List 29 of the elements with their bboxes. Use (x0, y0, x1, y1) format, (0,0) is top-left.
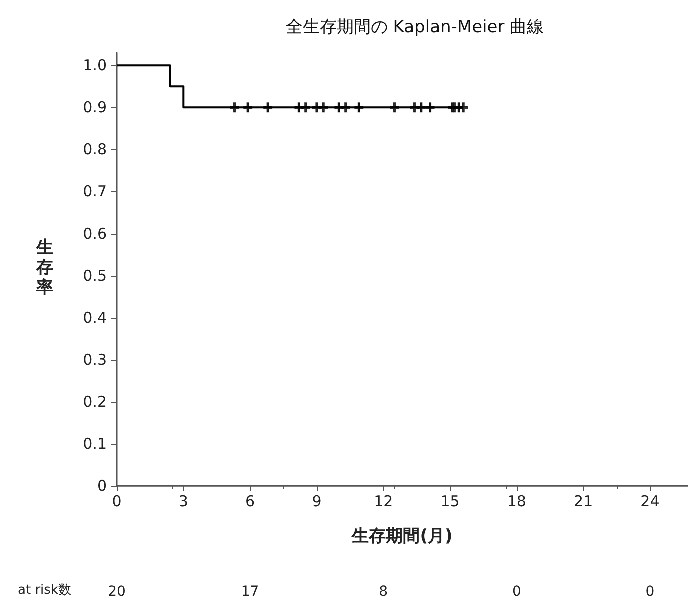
y-tick-label: 0 (97, 477, 107, 495)
text: at risk数 (18, 583, 72, 598)
x-tick-label: 24 (640, 492, 660, 510)
y-tick-label: 0.9 (83, 98, 107, 117)
x-tick-label: 15 (440, 492, 460, 510)
y-tick-label: 0.4 (83, 308, 107, 327)
x-tick-label: 12 (374, 492, 394, 510)
y-tick-label: 0.3 (83, 350, 107, 369)
text: 8 (379, 584, 388, 600)
x-tick-label: 18 (507, 492, 526, 510)
y-tick-label: 0.1 (83, 434, 107, 453)
y-tick-label: 0.8 (83, 140, 107, 159)
x-tick-label: 9 (312, 492, 322, 510)
x-tick-label: 6 (246, 492, 256, 510)
x-axis-title: 生存期間(月) (351, 526, 453, 546)
y-tick-label: 0.5 (83, 266, 107, 285)
y-tick-label: 0.2 (83, 392, 107, 411)
text: 0 (646, 584, 655, 600)
y-axis-title: 生存率 (36, 238, 54, 298)
x-tick-label: 21 (574, 492, 594, 510)
text: 0 (512, 584, 522, 600)
text: 20 (108, 584, 126, 600)
x-tick-label: 3 (178, 492, 188, 510)
x-tick-label: 0 (112, 492, 122, 510)
y-tick-label: 0.6 (83, 224, 107, 243)
y-tick-label: 1.0 (83, 56, 107, 75)
y-tick-label: 0.7 (83, 182, 107, 201)
chart-title: 全生存期間の Kaplan-Meier 曲線 (286, 18, 544, 38)
text: 17 (241, 584, 260, 600)
